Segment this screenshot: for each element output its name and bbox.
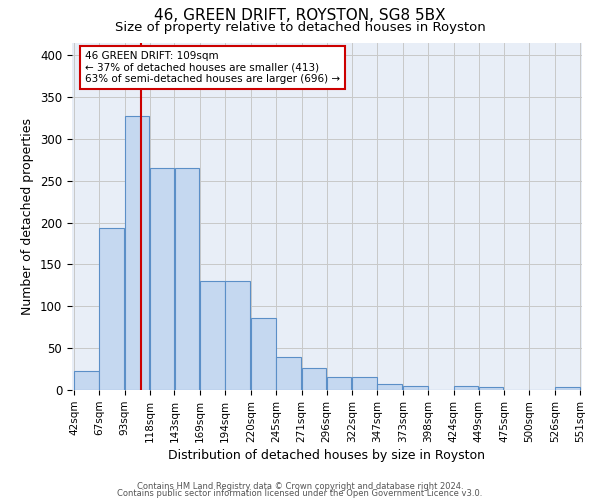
- Bar: [377, 384, 402, 390]
- Text: 46, GREEN DRIFT, ROYSTON, SG8 5BX: 46, GREEN DRIFT, ROYSTON, SG8 5BX: [154, 8, 446, 22]
- Bar: [200, 281, 225, 390]
- Text: Contains HM Land Registry data © Crown copyright and database right 2024.: Contains HM Land Registry data © Crown c…: [137, 482, 463, 491]
- Bar: [454, 386, 478, 390]
- Bar: [479, 388, 503, 390]
- Bar: [352, 378, 377, 390]
- Bar: [125, 116, 149, 390]
- X-axis label: Distribution of detached houses by size in Royston: Distribution of detached houses by size …: [169, 449, 485, 462]
- Bar: [251, 318, 275, 390]
- Text: 46 GREEN DRIFT: 109sqm
← 37% of detached houses are smaller (413)
63% of semi-de: 46 GREEN DRIFT: 109sqm ← 37% of detached…: [85, 51, 340, 84]
- Bar: [403, 386, 428, 390]
- Bar: [302, 368, 326, 390]
- Bar: [99, 228, 124, 390]
- Text: Contains public sector information licensed under the Open Government Licence v3: Contains public sector information licen…: [118, 489, 482, 498]
- Bar: [225, 281, 250, 390]
- Bar: [276, 358, 301, 390]
- Text: Size of property relative to detached houses in Royston: Size of property relative to detached ho…: [115, 21, 485, 34]
- Bar: [74, 370, 98, 390]
- Y-axis label: Number of detached properties: Number of detached properties: [22, 118, 34, 315]
- Bar: [556, 388, 580, 390]
- Bar: [149, 168, 174, 390]
- Bar: [175, 168, 199, 390]
- Bar: [326, 378, 351, 390]
